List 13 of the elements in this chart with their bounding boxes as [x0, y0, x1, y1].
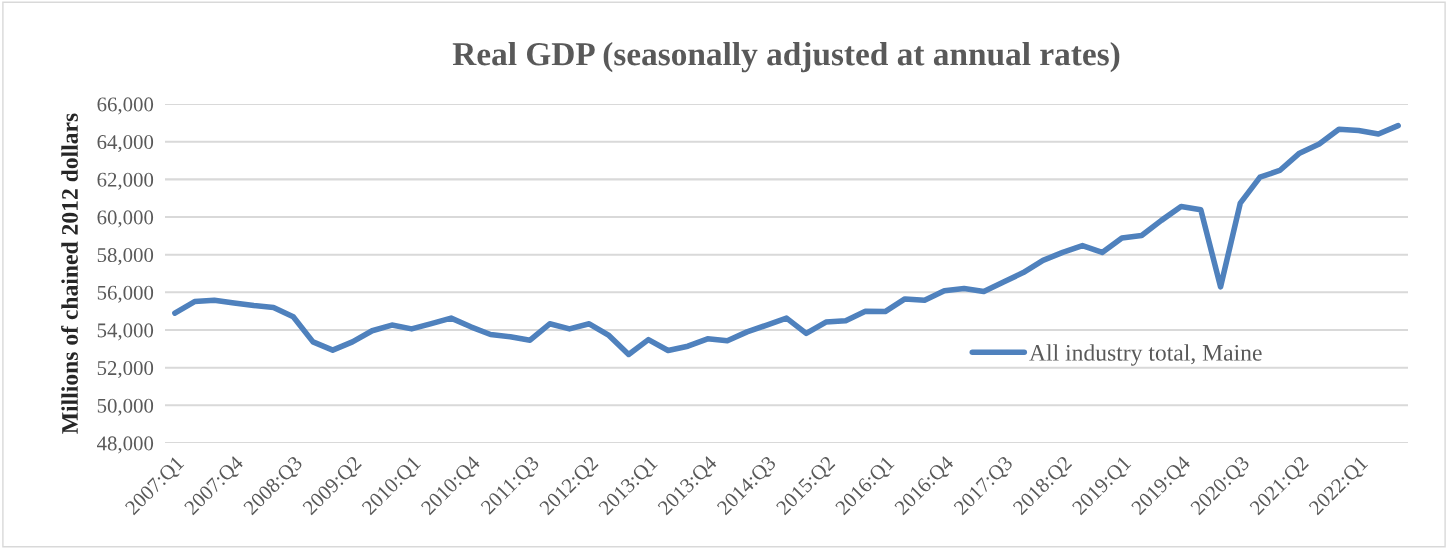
y-tick-label: 48,000	[97, 436, 154, 454]
y-tick-label: 50,000	[97, 398, 154, 416]
chart-title: Real GDP (seasonally adjusted at annual rates)	[452, 41, 1120, 73]
y-tick-label: 52,000	[97, 361, 154, 379]
y-tick-label: 62,000	[97, 172, 154, 190]
y-tick-label: 58,000	[97, 248, 154, 266]
y-tick-label: 66,000	[97, 97, 154, 115]
y-tick-label: 56,000	[97, 285, 154, 303]
y-axis-title: Millions of chained 2012 dollars	[61, 113, 78, 434]
y-tick-label: 54,000	[97, 323, 154, 341]
legend-label: All industry total, Maine	[1029, 344, 1262, 366]
y-tick-label: 60,000	[97, 210, 154, 228]
y-tick-label: 64,000	[97, 135, 154, 153]
